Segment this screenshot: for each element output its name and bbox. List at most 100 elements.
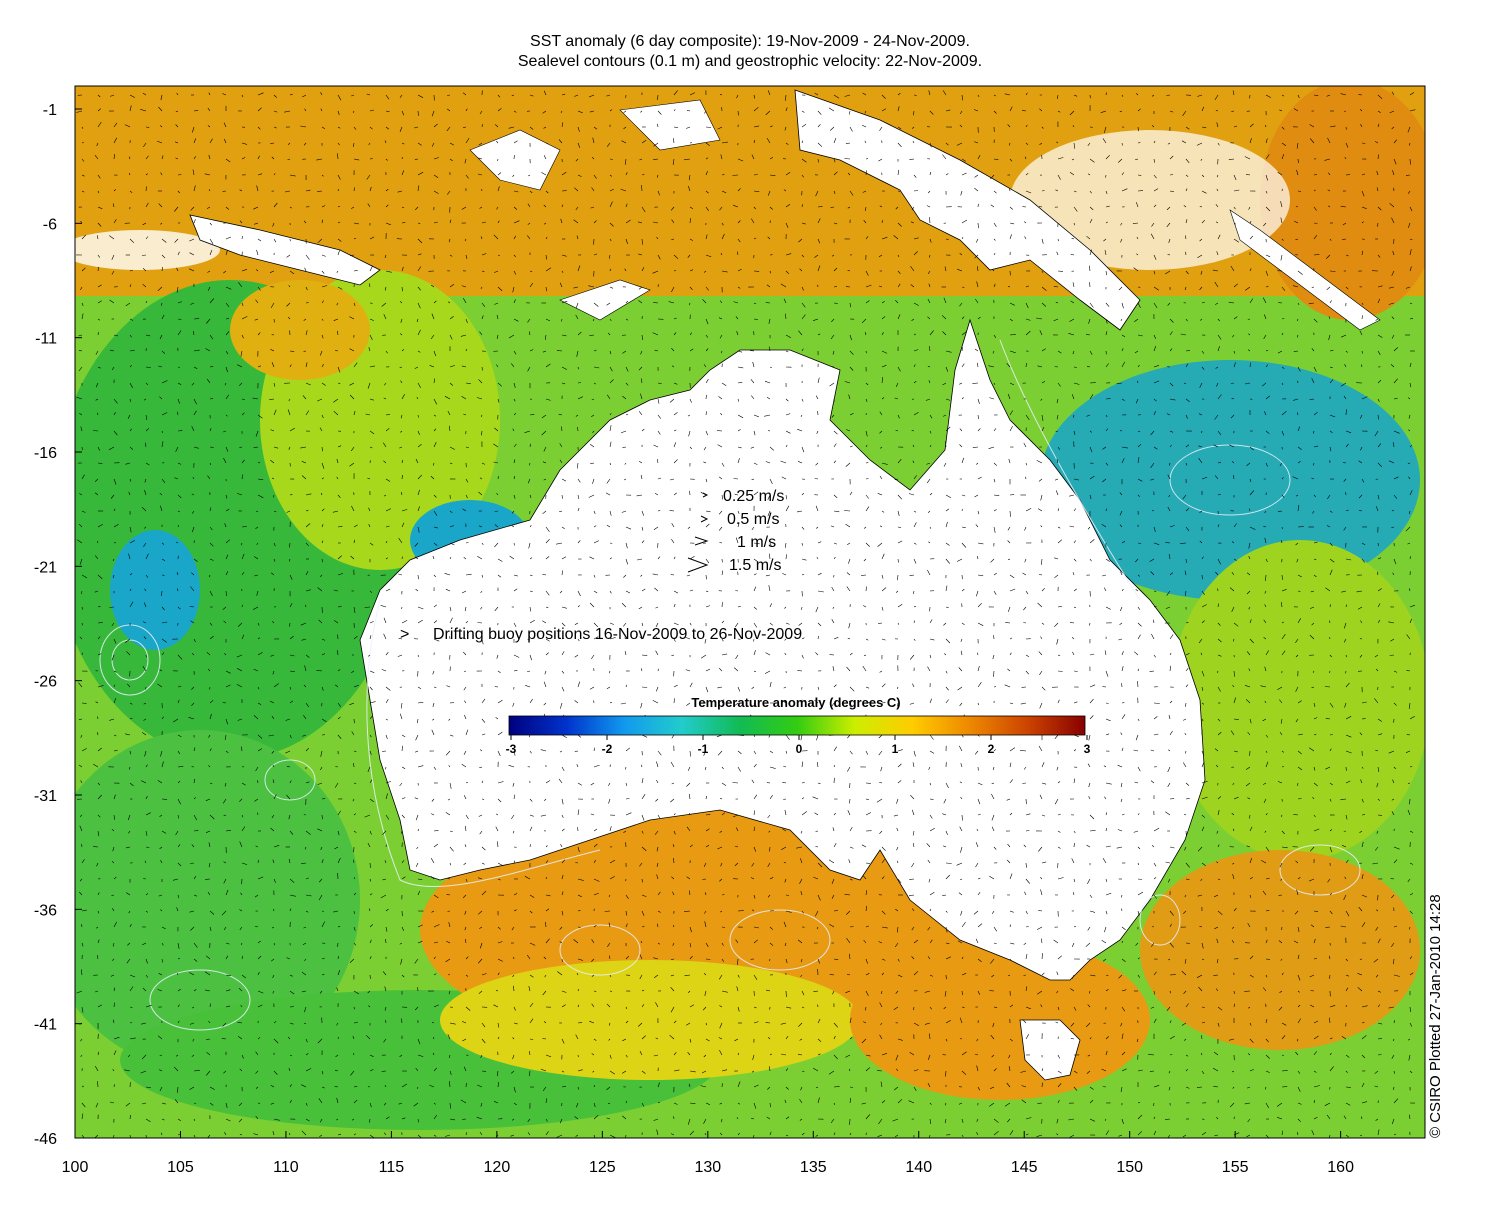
velocity-vector (1262, 890, 1267, 896)
velocity-vector (1313, 189, 1316, 192)
velocity-vector (334, 846, 339, 850)
velocity-vector (97, 366, 101, 369)
velocity-vector (625, 812, 632, 816)
velocity-vector (657, 94, 659, 101)
velocity-vector (577, 494, 580, 500)
velocity-vector (957, 268, 963, 272)
velocity-vector (1086, 414, 1091, 417)
velocity-vector (1265, 974, 1268, 978)
velocity-vector (732, 782, 739, 784)
velocity-vector (959, 428, 963, 432)
velocity-vector (606, 478, 611, 484)
velocity-vector (1150, 780, 1155, 784)
velocity-vector (766, 137, 771, 144)
velocity-vector (673, 684, 678, 688)
velocity-vector (238, 382, 243, 386)
velocity-vector (961, 1006, 965, 1008)
velocity-vector (865, 506, 870, 512)
velocity-vector (1232, 862, 1235, 865)
velocity-vector (833, 910, 838, 912)
velocity-vector (945, 942, 950, 945)
velocity-vector (560, 843, 563, 848)
velocity-vector (1249, 362, 1251, 368)
velocity-vector (897, 763, 902, 768)
velocity-vector (529, 654, 532, 661)
velocity-vector (625, 1020, 629, 1024)
velocity-vector (717, 126, 723, 130)
velocity-vector (719, 206, 723, 211)
velocity-vector (1137, 574, 1140, 577)
velocity-vector (273, 845, 280, 848)
velocity-vector (225, 236, 232, 240)
velocity-vector (945, 441, 947, 448)
velocity-vector (880, 766, 883, 772)
velocity-vector (545, 236, 548, 240)
velocity-vector (159, 846, 163, 850)
velocity-vector (317, 782, 323, 785)
velocity-vector (497, 558, 503, 562)
velocity-vector (257, 971, 260, 976)
velocity-vector (1201, 350, 1205, 354)
velocity-vector (81, 302, 84, 307)
velocity-vector (977, 222, 979, 229)
velocity-vector (449, 830, 453, 833)
velocity-vector (769, 681, 772, 688)
velocity-vector (573, 286, 579, 289)
velocity-vector (657, 910, 661, 913)
velocity-vector (145, 155, 149, 160)
velocity-vector (800, 414, 803, 417)
velocity-vector (1308, 747, 1315, 752)
velocity-vector (833, 137, 837, 144)
velocity-vector (416, 846, 419, 850)
velocity-vector (529, 844, 531, 848)
velocity-vector (157, 1035, 163, 1040)
velocity-vector (1409, 910, 1413, 915)
velocity-vector (848, 622, 851, 629)
velocity-vector (400, 958, 403, 965)
velocity-vector (336, 476, 339, 480)
velocity-vector (1341, 334, 1347, 338)
velocity-vector (1377, 414, 1380, 420)
velocity-vector (543, 702, 547, 706)
velocity-vector (1105, 782, 1112, 785)
velocity-vector (177, 606, 181, 610)
velocity-vector (849, 652, 853, 656)
velocity-vector (608, 894, 611, 897)
velocity-vector (497, 941, 503, 944)
velocity-vector (689, 332, 693, 336)
velocity-vector (1024, 156, 1027, 160)
velocity-vector (1184, 590, 1187, 596)
velocity-vector (765, 1022, 771, 1024)
velocity-vector (287, 409, 291, 416)
velocity-vector (1343, 894, 1347, 901)
velocity-vector (977, 542, 984, 545)
velocity-vector (1121, 651, 1124, 656)
velocity-vector (877, 542, 883, 547)
velocity-vector (977, 782, 983, 786)
velocity-vector (608, 922, 611, 928)
velocity-vector (1105, 205, 1110, 208)
velocity-vector (1311, 348, 1315, 352)
velocity-vector (1087, 526, 1091, 530)
velocity-vector (673, 109, 676, 112)
velocity-vector (736, 827, 739, 832)
velocity-vector (367, 990, 371, 994)
velocity-vector (1071, 636, 1075, 640)
velocity-vector (254, 556, 259, 560)
velocity-vector (1153, 971, 1157, 976)
velocity-vector (1073, 749, 1077, 752)
velocity-vector (1165, 542, 1171, 544)
velocity-vector (656, 874, 659, 880)
velocity-vector (417, 329, 421, 336)
velocity-vector (653, 526, 659, 530)
velocity-vector (1279, 862, 1283, 868)
velocity-vector (1185, 702, 1187, 707)
velocity-vector (926, 205, 931, 208)
velocity-vector (945, 606, 949, 608)
velocity-vector (589, 1020, 595, 1024)
velocity-vector (465, 620, 469, 624)
velocity-vector (161, 761, 164, 768)
velocity-vector (337, 650, 339, 656)
velocity-vector (1311, 286, 1315, 288)
velocity-vector (1201, 702, 1205, 705)
